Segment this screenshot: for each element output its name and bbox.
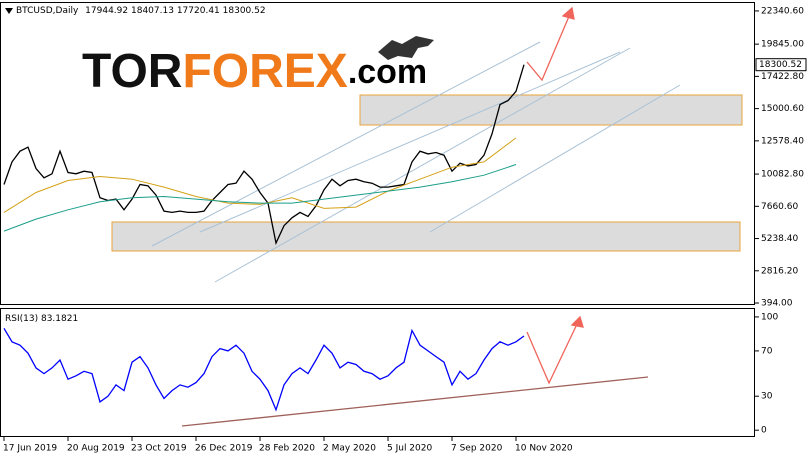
logo-tor: TOR: [82, 45, 182, 98]
symbol: BTCUSD,Daily: [16, 6, 79, 16]
header-marker: [5, 8, 13, 14]
price-panel: [0, 2, 755, 305]
series-line: [3, 164, 517, 232]
y-tick-label: 12578.40: [761, 136, 804, 146]
rsi-header: RSI(13) 83.1821: [5, 314, 78, 324]
open: 17944.92: [85, 6, 128, 16]
resistance-zone: [359, 94, 743, 126]
y-tick-label: 22340.60: [761, 6, 804, 16]
x-tick-label: 5 Jul 2020: [387, 444, 432, 454]
x-tick-label: 2 May 2020: [323, 444, 376, 454]
low: 17720.41: [177, 6, 220, 16]
support-zone: [111, 221, 741, 252]
y-tick-label: 17422.80: [761, 72, 804, 82]
y-tick-label: 100: [761, 312, 778, 322]
forecast-arrows: [526, 6, 584, 385]
y-tick-label: 15000.60: [761, 104, 804, 114]
y-tick-label: 394.00: [761, 299, 793, 309]
channel-line: [214, 47, 631, 283]
bull-icon: [378, 36, 434, 60]
logo-forex: FOREX: [182, 45, 347, 98]
rsi-value: 83.1821: [41, 314, 78, 324]
price-label-box: [755, 58, 807, 72]
y-tick-label: 10082.80: [761, 170, 804, 180]
logo: TORFOREX.com: [82, 45, 427, 98]
forecast-arrow: [526, 13, 571, 82]
channel-line: [151, 41, 541, 247]
y-tick-label: 70: [761, 346, 773, 356]
rsi-trendline: [181, 376, 649, 427]
series-line: [3, 327, 525, 412]
arrow-head: [570, 315, 584, 328]
y-tick-label: 5238.40: [761, 234, 798, 244]
rsi-title: RSI(13): [5, 314, 38, 324]
series-line: [3, 64, 525, 246]
x-tick-label: 26 Dec 2019: [195, 444, 253, 454]
price-label: 18300.52: [759, 60, 802, 70]
x-tick-label: 23 Oct 2019: [131, 444, 187, 454]
x-tick-label: 17 Jun 2019: [3, 444, 57, 454]
series-line: [3, 137, 517, 213]
x-tick-label: 20 Aug 2019: [67, 444, 125, 454]
y-tick-label: 2816.20: [761, 266, 798, 276]
forecast-arrow: [526, 321, 579, 385]
y-tick-label: 19845.00: [761, 40, 804, 50]
y-tick-label: 7660.60: [761, 202, 798, 212]
y-tick-label: 30: [761, 392, 773, 402]
high: 18407.13: [131, 6, 174, 16]
x-tick-label: 7 Sep 2020: [451, 444, 503, 454]
channel-line: [429, 84, 681, 233]
rsi-panel: [0, 308, 755, 437]
y-tick-label: 0: [761, 426, 767, 436]
price-header: BTCUSD,Daily 17944.92 18407.13 17720.41 …: [16, 6, 266, 16]
close: 18300.52: [223, 6, 266, 16]
x-tick-label: 10 Nov 2020: [515, 444, 573, 454]
x-tick-label: 28 Feb 2020: [259, 444, 315, 454]
arrow-head: [561, 6, 575, 20]
